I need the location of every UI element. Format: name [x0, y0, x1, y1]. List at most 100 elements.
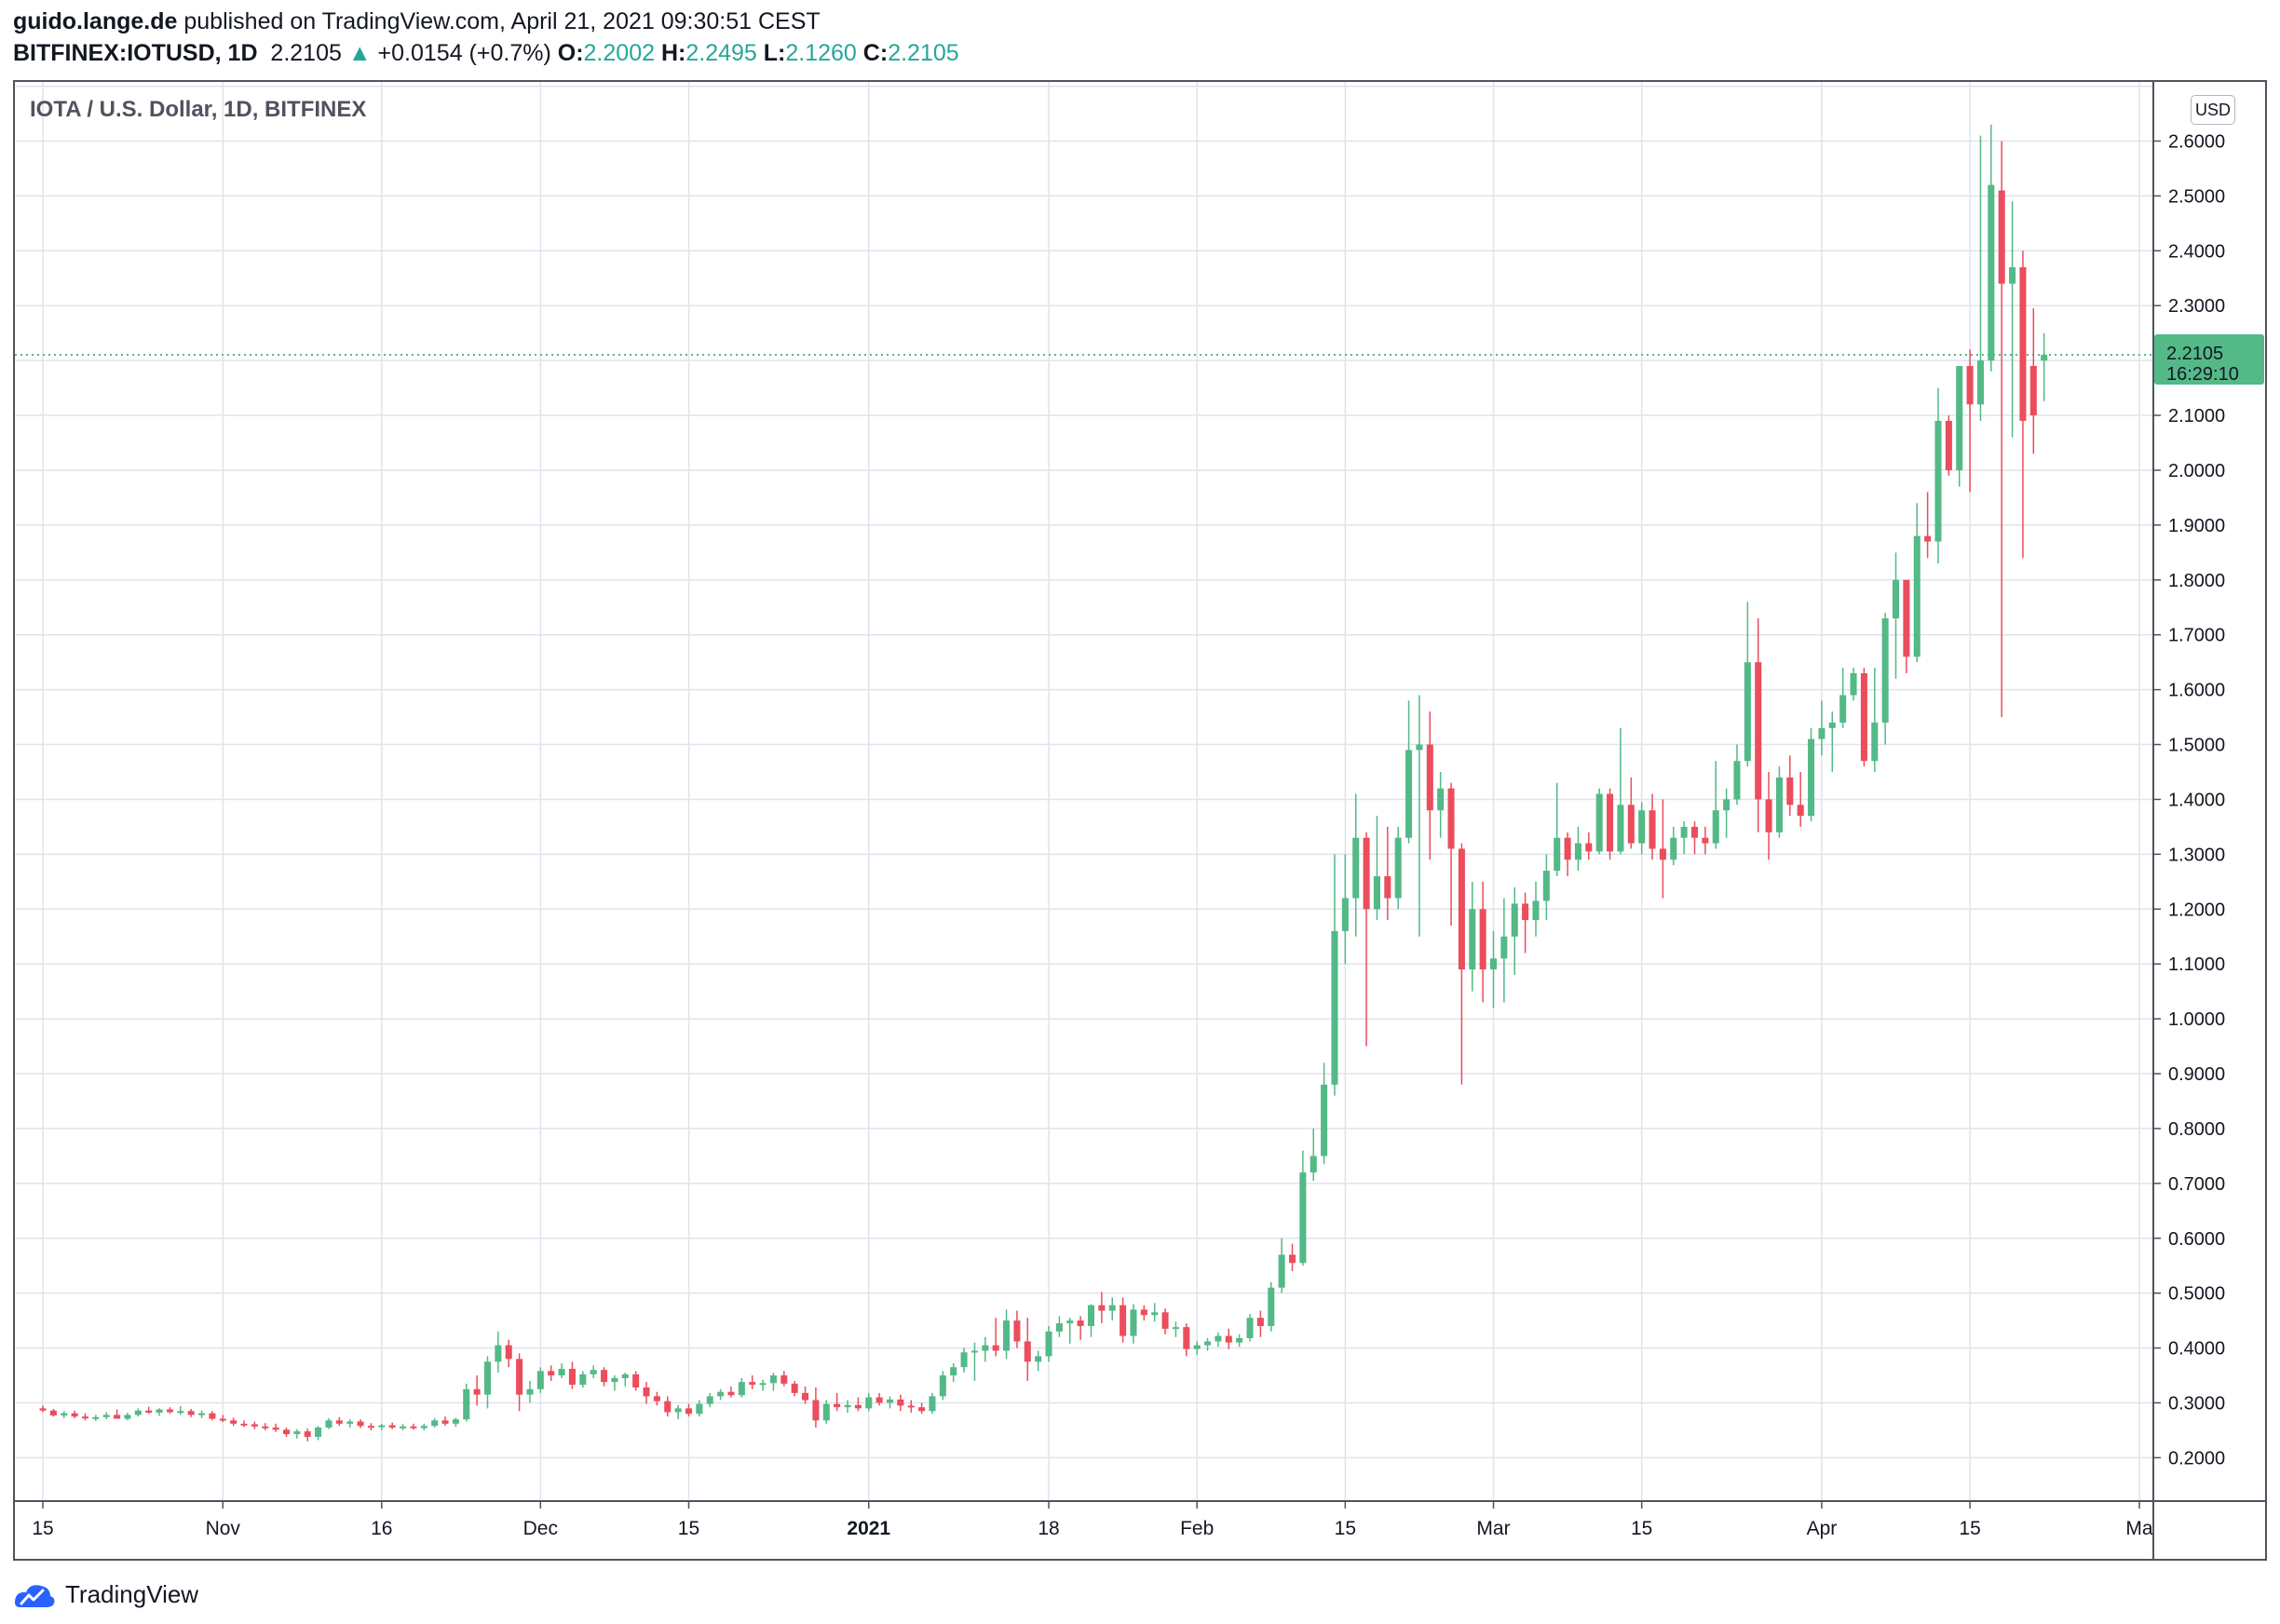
candle-up[interactable]	[293, 1431, 301, 1435]
candle-up[interactable]	[1595, 793, 1603, 852]
candle-up[interactable]	[1554, 837, 1561, 872]
candle-up[interactable]	[1087, 1305, 1095, 1327]
candle-down[interactable]	[780, 1375, 788, 1384]
candle-up[interactable]	[325, 1420, 332, 1428]
candle-down[interactable]	[1607, 793, 1614, 852]
candle-down[interactable]	[992, 1345, 999, 1351]
candle-down[interactable]	[1120, 1305, 1127, 1336]
candle-down[interactable]	[643, 1387, 650, 1397]
candle-down[interactable]	[1649, 810, 1656, 849]
candle-up[interactable]	[1321, 1084, 1328, 1157]
candle-up[interactable]	[1108, 1305, 1116, 1311]
candle-up[interactable]	[1892, 579, 1900, 619]
candle-down[interactable]	[262, 1426, 269, 1428]
candle-up[interactable]	[315, 1428, 322, 1438]
candle-down[interactable]	[516, 1359, 523, 1395]
candle-up[interactable]	[1066, 1320, 1074, 1324]
candle-up[interactable]	[1956, 366, 1963, 470]
candle-up[interactable]	[1416, 744, 1423, 751]
candle-down[interactable]	[1077, 1320, 1084, 1327]
candle-up[interactable]	[1373, 875, 1380, 910]
candle-down[interactable]	[1288, 1254, 1296, 1264]
candle-down[interactable]	[1755, 662, 1762, 800]
candle-up[interactable]	[1193, 1345, 1201, 1349]
candle-up[interactable]	[2041, 354, 2048, 361]
candle-up[interactable]	[1268, 1287, 1275, 1327]
candle-down[interactable]	[812, 1400, 820, 1421]
candle-up[interactable]	[929, 1396, 936, 1412]
candle-up[interactable]	[1881, 618, 1889, 723]
candle-down[interactable]	[727, 1391, 735, 1396]
candle-up[interactable]	[61, 1413, 68, 1416]
candle-down[interactable]	[854, 1404, 862, 1409]
candle-up[interactable]	[1839, 695, 1847, 723]
candle-up[interactable]	[1574, 843, 1581, 860]
tradingview-logo-icon[interactable]	[13, 1580, 56, 1608]
candle-down[interactable]	[304, 1431, 311, 1438]
candle-up[interactable]	[1246, 1318, 1254, 1338]
candle-down[interactable]	[39, 1408, 47, 1411]
candle-up[interactable]	[1215, 1335, 1222, 1342]
candle-up[interactable]	[1913, 535, 1920, 657]
candle-down[interactable]	[441, 1420, 449, 1424]
candle-down[interactable]	[1479, 909, 1486, 970]
candle-down[interactable]	[388, 1425, 396, 1428]
candle-up[interactable]	[1352, 837, 1360, 899]
candle-up[interactable]	[1469, 909, 1476, 970]
candle-down[interactable]	[1447, 788, 1455, 849]
candle-up[interactable]	[378, 1425, 386, 1428]
candle-up[interactable]	[1172, 1327, 1179, 1330]
candle-down[interactable]	[272, 1428, 279, 1430]
candle-down[interactable]	[2019, 266, 2027, 421]
candle-up[interactable]	[1204, 1341, 1212, 1346]
candle-up[interactable]	[960, 1352, 968, 1368]
candle-down[interactable]	[1702, 837, 1709, 844]
candle-down[interactable]	[1161, 1312, 1169, 1329]
candle-down[interactable]	[791, 1383, 798, 1393]
candle-up[interactable]	[463, 1388, 470, 1420]
candle-down[interactable]	[1903, 579, 1910, 657]
candle-down[interactable]	[209, 1413, 216, 1419]
candle-up[interactable]	[738, 1382, 745, 1396]
candle-down[interactable]	[664, 1401, 672, 1413]
candle-down[interactable]	[1426, 744, 1433, 811]
candle-down[interactable]	[802, 1392, 809, 1401]
candle-up[interactable]	[939, 1375, 946, 1397]
candle-up[interactable]	[1035, 1356, 1042, 1362]
candle-down[interactable]	[1183, 1327, 1190, 1349]
candle-down[interactable]	[653, 1396, 660, 1401]
candle-up[interactable]	[579, 1374, 587, 1386]
candle-up[interactable]	[1003, 1320, 1011, 1351]
candle-up[interactable]	[886, 1399, 894, 1403]
candle-down[interactable]	[357, 1421, 364, 1427]
candle-up[interactable]	[495, 1345, 502, 1362]
candle-down[interactable]	[1564, 837, 1571, 860]
candle-up[interactable]	[717, 1391, 725, 1397]
candle-down[interactable]	[1458, 848, 1465, 970]
candle-down[interactable]	[335, 1420, 343, 1424]
candle-up[interactable]	[1542, 871, 1550, 901]
candle-down[interactable]	[187, 1411, 195, 1415]
candle-down[interactable]	[632, 1374, 640, 1388]
candle-down[interactable]	[71, 1413, 78, 1417]
candle-down[interactable]	[568, 1368, 576, 1386]
candle-down[interactable]	[834, 1403, 841, 1408]
candle-up[interactable]	[536, 1371, 544, 1389]
candle-up[interactable]	[177, 1411, 184, 1414]
author-name[interactable]: guido.lange.de	[13, 8, 178, 34]
candle-down[interactable]	[685, 1408, 693, 1414]
candle-up[interactable]	[621, 1374, 629, 1378]
candle-down[interactable]	[1627, 805, 1635, 844]
candle-up[interactable]	[1638, 810, 1646, 844]
candle-down[interactable]	[1860, 672, 1867, 762]
candle-down[interactable]	[1659, 848, 1666, 860]
candle-up[interactable]	[1437, 788, 1445, 811]
candle-up[interactable]	[420, 1426, 428, 1428]
candle-down[interactable]	[1140, 1309, 1147, 1316]
candle-down[interactable]	[918, 1407, 926, 1412]
candle-down[interactable]	[1998, 190, 2005, 284]
candle-down[interactable]	[166, 1409, 173, 1413]
candle-down[interactable]	[1522, 903, 1529, 921]
candle-down[interactable]	[219, 1418, 226, 1421]
candle-up[interactable]	[1670, 837, 1677, 860]
